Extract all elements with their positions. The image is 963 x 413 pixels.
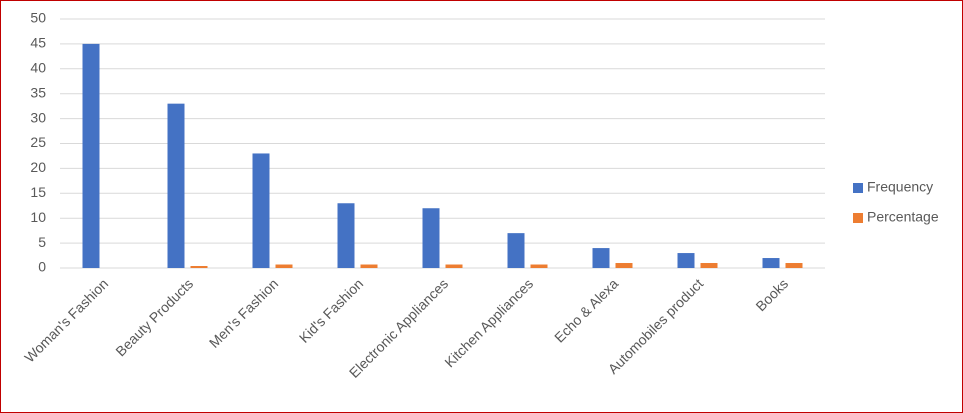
y-tick-label: 40 bbox=[30, 60, 46, 76]
y-tick-label: 35 bbox=[30, 84, 46, 100]
bar bbox=[677, 253, 695, 268]
bar bbox=[592, 248, 610, 268]
bar bbox=[785, 263, 803, 268]
y-tick-label: 0 bbox=[38, 259, 46, 275]
bar bbox=[615, 263, 633, 268]
legend-swatch bbox=[853, 183, 863, 193]
legend-swatch bbox=[853, 213, 863, 223]
bar bbox=[762, 258, 780, 268]
bar bbox=[252, 153, 270, 268]
y-tick-label: 20 bbox=[30, 159, 46, 175]
legend-label: Percentage bbox=[867, 209, 939, 225]
y-tick-label: 25 bbox=[30, 134, 46, 150]
bar bbox=[700, 263, 718, 268]
bar bbox=[507, 233, 525, 268]
y-tick-label: 10 bbox=[30, 209, 46, 225]
bar bbox=[445, 264, 463, 268]
bar bbox=[275, 264, 293, 268]
bar bbox=[190, 266, 208, 268]
y-tick-label: 15 bbox=[30, 184, 46, 200]
bar bbox=[530, 264, 548, 268]
bar bbox=[422, 208, 440, 268]
y-tick-label: 5 bbox=[38, 234, 46, 250]
y-tick-label: 30 bbox=[30, 109, 46, 125]
y-tick-label: 45 bbox=[30, 35, 46, 51]
bar bbox=[167, 103, 185, 268]
y-tick-label: 50 bbox=[30, 10, 46, 26]
bar bbox=[360, 264, 378, 268]
bar bbox=[337, 203, 355, 268]
legend-label: Frequency bbox=[867, 179, 933, 195]
bar bbox=[82, 43, 100, 269]
